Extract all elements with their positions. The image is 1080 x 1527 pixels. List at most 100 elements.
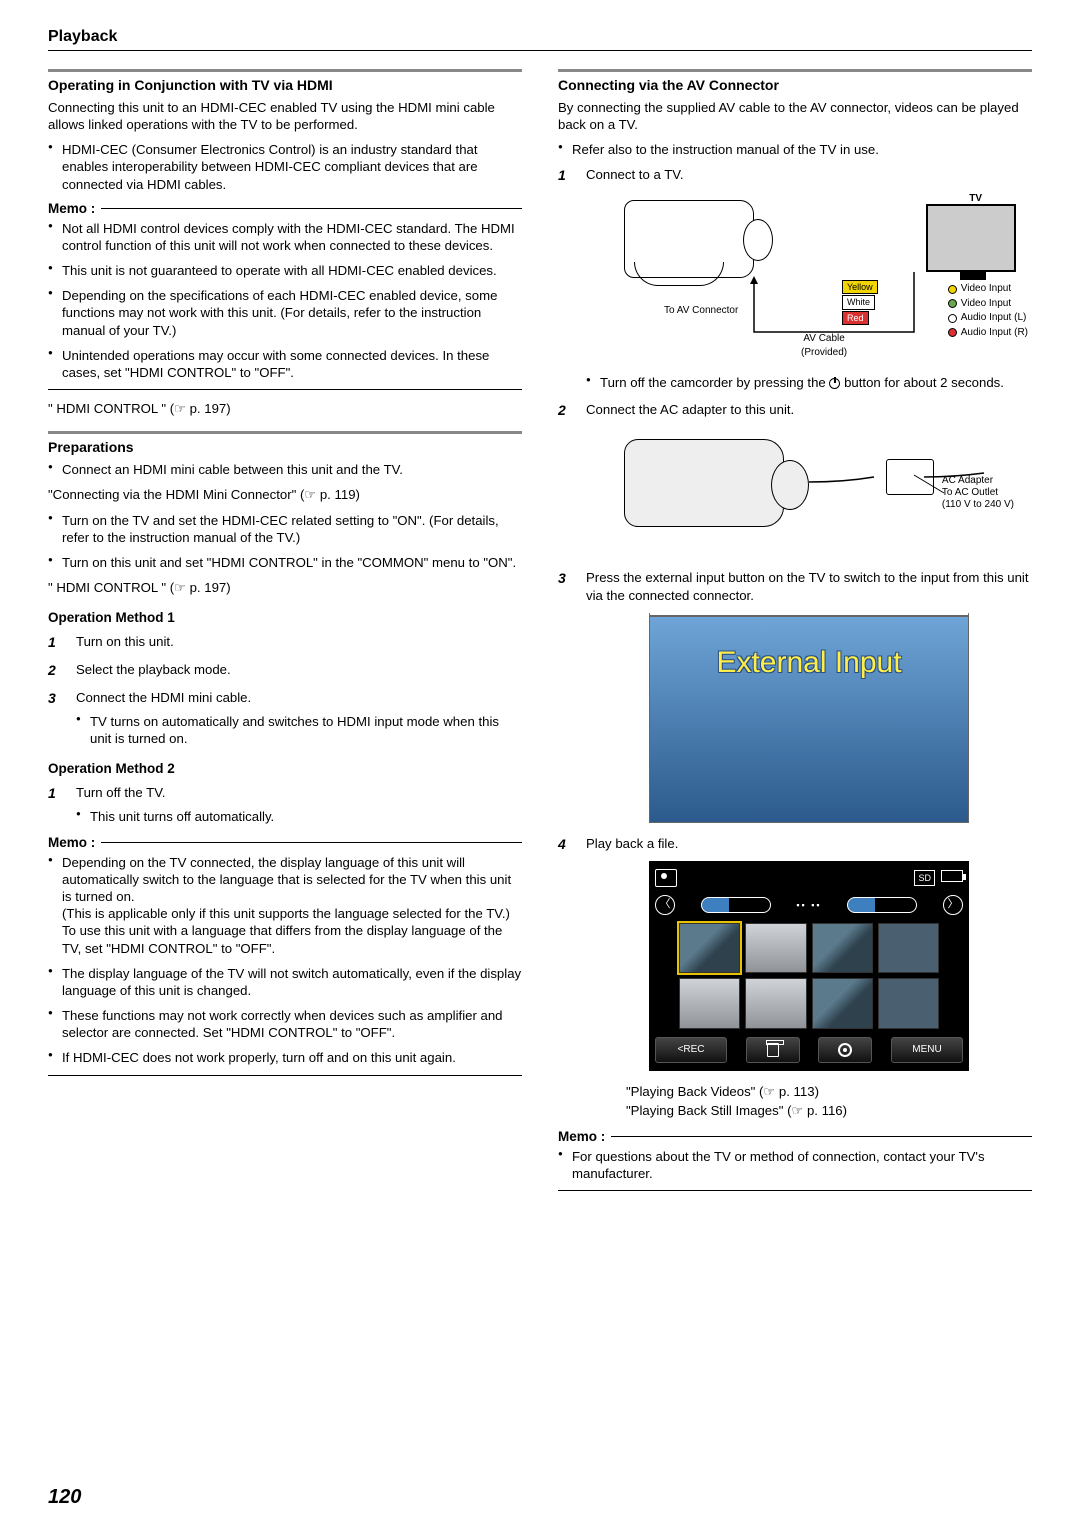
thumbnail <box>745 978 806 1029</box>
label-text: (Provided) <box>801 347 847 358</box>
left-column: Operating in Conjunction with TV via HDM… <box>48 69 522 1201</box>
section-hdmi-cec: Operating in Conjunction with TV via HDM… <box>48 69 522 93</box>
av-cable-label: AV Cable (Provided) <box>801 332 847 359</box>
legend-label: Video Input <box>961 297 1011 311</box>
step-text: Play back a file. <box>586 836 678 851</box>
bullet-text: Turn on this unit and set "HDMI CONTROL"… <box>48 554 522 571</box>
dot-icon <box>948 285 957 294</box>
memo-item: These functions may not work correctly w… <box>48 1007 522 1041</box>
trash-button <box>746 1037 800 1063</box>
memo-item: The display language of the TV will not … <box>48 965 522 999</box>
subhead-op1: Operation Method 1 <box>48 610 522 625</box>
label-text: To AC Outlet <box>942 487 998 498</box>
rule-icon <box>558 1190 1032 1191</box>
cross-ref: " HDMI CONTROL " (☞ p. 197) <box>48 400 522 417</box>
thumbnail <box>878 978 939 1029</box>
step: Connect the HDMI mini cable. TV turns on… <box>48 689 522 747</box>
note-text: button for about 2 seconds. <box>840 375 1004 390</box>
rule-icon <box>48 389 522 390</box>
prev-icon: 〈 <box>655 895 675 915</box>
memo-item: For questions about the TV or method of … <box>558 1148 1032 1182</box>
memo-text: Memo : <box>48 835 95 850</box>
bullet-text: Turn on the TV and set the HDMI-CEC rela… <box>48 512 522 546</box>
intro-text: By connecting the supplied AV cable to t… <box>558 99 1032 133</box>
subhead-op2: Operation Method 2 <box>48 761 522 776</box>
red-label: Red <box>842 311 869 325</box>
rule-icon <box>101 208 522 209</box>
next-icon: 〉 <box>943 895 963 915</box>
trash-icon <box>767 1043 779 1057</box>
step: Press the external input button on the T… <box>558 569 1032 823</box>
thumbnail <box>679 978 740 1029</box>
right-column: Connecting via the AV Connector By conne… <box>558 69 1032 1201</box>
mode-icon <box>655 869 677 887</box>
cross-ref: " HDMI CONTROL " (☞ p. 197) <box>48 579 522 596</box>
memo-item: This unit is not guaranteed to operate w… <box>48 262 522 279</box>
nav-pill <box>847 897 917 913</box>
step-text: Press the external input button on the T… <box>586 570 1029 603</box>
sd-icon: SD <box>914 870 935 886</box>
yellow-label: Yellow <box>842 280 878 294</box>
settings-button <box>818 1037 872 1063</box>
legend-label: Video Input <box>961 282 1011 296</box>
label-text: AV Cable <box>803 333 845 344</box>
bullet-text: Refer also to the instruction manual of … <box>558 141 1032 158</box>
playback-index-figure: SD 〈 ▪▪ ▪▪ 〉 <box>586 861 1032 1071</box>
memo-label: Memo : <box>48 835 522 850</box>
nav-pill <box>701 897 771 913</box>
memo-item-text: (This is applicable only if this unit su… <box>62 906 510 955</box>
memo-item: Depending on the specifications of each … <box>48 287 522 338</box>
memo-item: If HDMI-CEC does not work properly, turn… <box>48 1049 522 1066</box>
bullet-text: Connect an HDMI mini cable between this … <box>48 461 522 478</box>
connection-legend: Video Input Video Input Audio Input (L) … <box>948 282 1028 340</box>
thumbnail <box>812 923 873 974</box>
memo-text: Memo : <box>558 1129 605 1144</box>
sub-bullet: Turn off the camcorder by pressing the b… <box>586 374 1032 391</box>
memo-item: Not all HDMI control devices comply with… <box>48 220 522 254</box>
page-number: 120 <box>48 1486 81 1509</box>
label-text: (110 V to 240 V) <box>942 499 1014 510</box>
white-label: White <box>842 295 875 309</box>
content-columns: Operating in Conjunction with TV via HDM… <box>48 69 1032 1201</box>
page-chapter: Playback <box>48 28 1032 51</box>
memo-item-text: Depending on the TV connected, the displ… <box>62 855 511 904</box>
dot-icon <box>948 299 957 308</box>
step-text: Connect the HDMI mini cable. <box>76 690 251 705</box>
step: Connect to a TV. TV To AV Connector <box>558 166 1032 391</box>
ac-adapter-figure: AC Adapter To AC Outlet (110 V to 240 V) <box>614 427 1032 557</box>
rule-icon <box>48 1075 522 1076</box>
menu-button: MENU <box>891 1037 963 1063</box>
cross-ref: "Connecting via the HDMI Mini Connector"… <box>48 486 522 503</box>
label-text: AC Adapter <box>942 475 993 486</box>
step-text: Connect to a TV. <box>586 167 684 182</box>
bullet-text: HDMI-CEC (Consumer Electronics Control) … <box>48 141 522 192</box>
step: Play back a file. SD 〈 <box>558 835 1032 1119</box>
step-text: Turn off the TV. <box>76 785 165 800</box>
memo-label: Memo : <box>48 201 522 216</box>
thumbnail <box>878 923 939 974</box>
external-input-figure: External Input <box>586 613 1032 823</box>
step: Connect the AC adapter to this unit. AC … <box>558 401 1032 557</box>
rule-icon <box>101 842 522 843</box>
thumbnail-grid <box>679 923 939 1029</box>
thumbnail <box>679 923 740 974</box>
external-input-text: External Input <box>716 643 901 684</box>
section-av-connector: Connecting via the AV Connector <box>558 69 1032 93</box>
dot-icon <box>948 328 957 337</box>
thumbnail <box>812 978 873 1029</box>
plug-labels: Yellow White Red <box>842 280 878 325</box>
adapter-text: AC Adapter To AC Outlet (110 V to 240 V) <box>942 475 1014 511</box>
power-icon <box>829 378 840 389</box>
section-preparations: Preparations <box>48 431 522 455</box>
legend-label: Audio Input (L) <box>961 311 1027 325</box>
step: Select the playback mode. <box>48 661 522 679</box>
sub-bullet: TV turns on automatically and switches t… <box>76 713 522 747</box>
memo-text: Memo : <box>48 201 95 216</box>
step-text: Connect the AC adapter to this unit. <box>586 402 794 417</box>
date-dots: ▪▪ ▪▪ <box>796 899 821 911</box>
tv-connection-figure: TV To AV Connector Yellow White Red V <box>614 192 1032 362</box>
gear-icon <box>838 1043 852 1057</box>
thumbnail <box>745 923 806 974</box>
rule-icon <box>611 1136 1032 1137</box>
rec-button: <REC <box>655 1037 727 1063</box>
